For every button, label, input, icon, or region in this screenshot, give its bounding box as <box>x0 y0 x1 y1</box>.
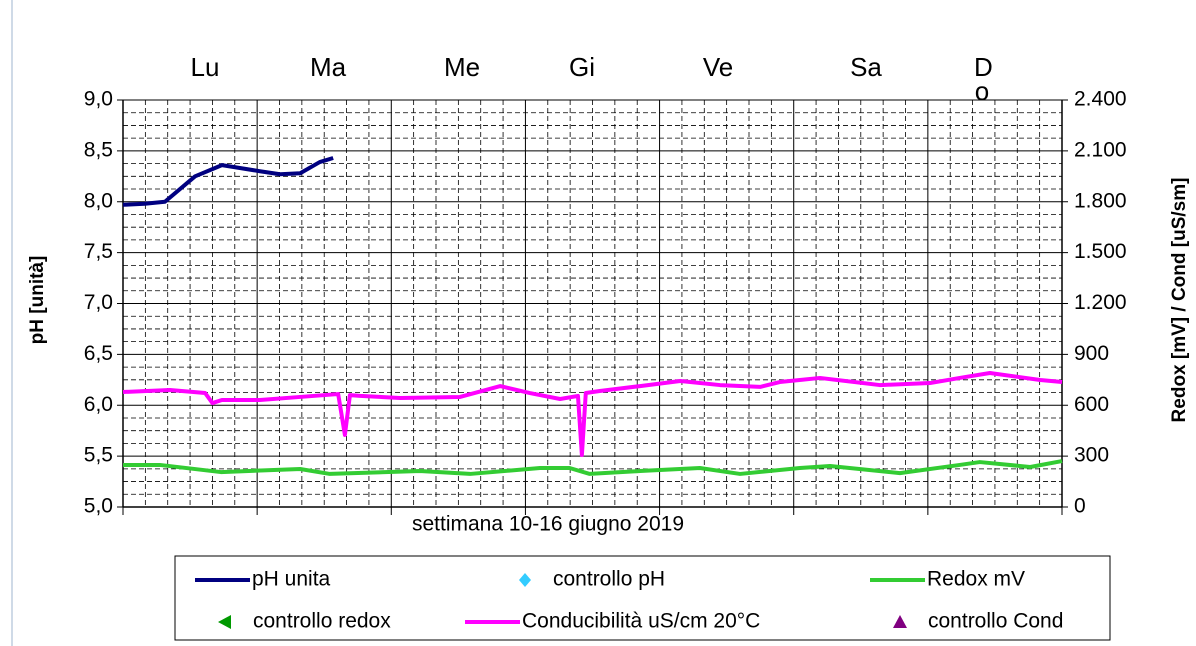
day-label: Do <box>974 52 993 106</box>
y2-tick-label: 1.800 <box>1074 189 1127 212</box>
legend-label: controllo Cond <box>928 610 1063 633</box>
y2-tick-label: 300 <box>1074 444 1109 467</box>
y2-axis-label: Redox [mV] / Cond [uS/sm] <box>1169 178 1190 423</box>
legend-box <box>174 555 1111 641</box>
day-label: Ma <box>309 52 347 82</box>
y-tick-label: 6,0 <box>84 393 113 416</box>
series-line <box>122 156 334 207</box>
y2-tick-label: 1.200 <box>1074 291 1127 314</box>
day-label: Lu <box>190 52 220 82</box>
y2-tick-label: 1.500 <box>1074 240 1127 263</box>
legend-label: pH unita <box>252 568 331 591</box>
day-label: Ve <box>702 52 734 82</box>
series-line <box>122 371 1063 457</box>
y-tick-label: 6,5 <box>84 342 113 365</box>
legend-swatch <box>218 615 231 629</box>
y-tick-label: 8,0 <box>84 189 113 212</box>
y-tick-label: 5,0 <box>84 495 113 518</box>
legend-label: Redox mV <box>927 568 1025 591</box>
series-line <box>123 459 1063 476</box>
legend-label: Conducibilità uS/cm 20°C <box>522 610 760 633</box>
y-tick-label: 5,5 <box>84 444 113 467</box>
y-tick-label: 7,0 <box>84 291 113 314</box>
x-axis-label: settimana 10-16 giugno 2019 <box>412 513 684 536</box>
y2-tick-label: 900 <box>1074 342 1109 365</box>
legend-swatch <box>893 615 907 628</box>
legend-label: controllo pH <box>553 568 665 591</box>
y-tick-label: 9,0 <box>84 88 113 111</box>
legend-label: controllo redox <box>253 610 391 633</box>
day-label: Gi <box>569 52 595 82</box>
legend-swatch <box>519 573 531 587</box>
y2-tick-label: 2.400 <box>1074 88 1127 111</box>
y-tick-label: 8,5 <box>84 138 113 161</box>
day-label: Me <box>443 52 481 82</box>
day-label: Sa <box>850 52 882 82</box>
y2-tick-label: 2.100 <box>1074 138 1127 161</box>
y-axis-label: pH [unità] <box>27 256 48 345</box>
y2-tick-label: 0 <box>1074 495 1086 518</box>
y2-tick-label: 600 <box>1074 393 1109 416</box>
y-tick-label: 7,5 <box>84 240 113 263</box>
